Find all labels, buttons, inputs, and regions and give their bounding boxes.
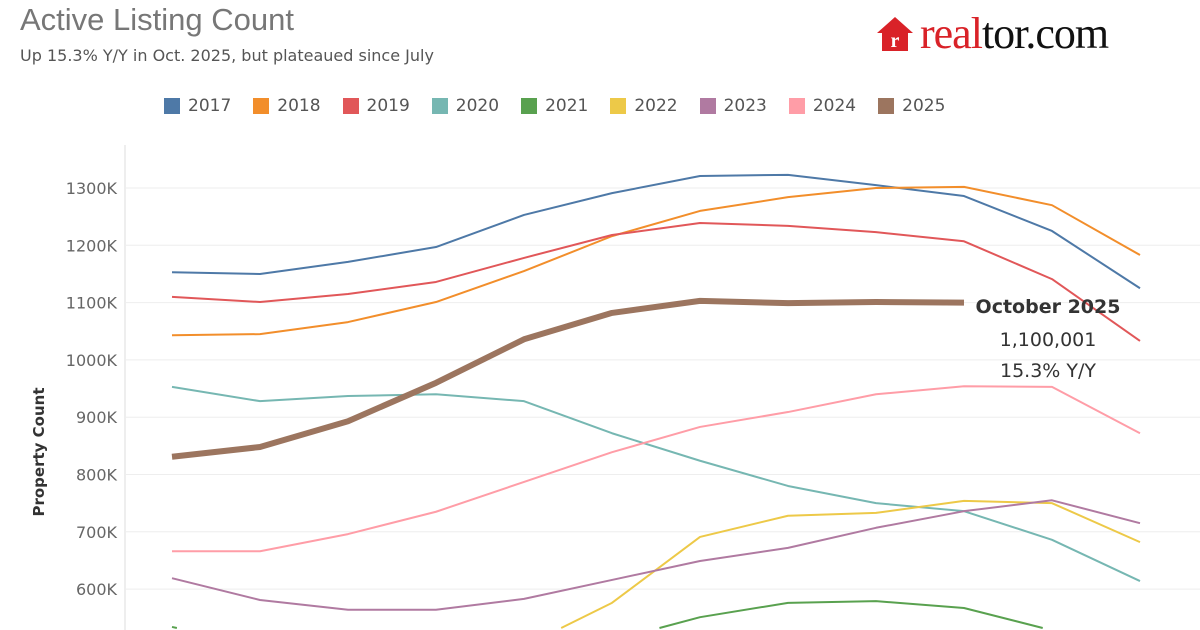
legend-item-2020[interactable]: 2020 [431, 96, 500, 116]
series-line-2017[interactable] [171, 173, 1141, 290]
legend-swatch [164, 98, 180, 114]
y-axis-label: Property Count [30, 387, 48, 516]
legend-item-2018[interactable]: 2018 [253, 96, 321, 116]
legend-label: 2020 [455, 96, 500, 116]
legend-label: 2019 [366, 96, 410, 116]
realtor-logo: r real tor.com [876, 10, 1109, 58]
series-line-2018[interactable] [171, 185, 1141, 337]
legend-swatch [610, 98, 627, 114]
svg-text:r: r [891, 30, 900, 52]
series-line-2019[interactable] [171, 221, 1141, 342]
legend-item-2022[interactable]: 2022 [610, 96, 678, 116]
legend: 2017 2018 2019 2020 2021 2022 2023 2024 2025 [164, 96, 967, 116]
legend-label: 2025 [902, 96, 946, 116]
legend-item-2017[interactable]: 2017 [164, 96, 231, 116]
legend-label: 2021 [545, 96, 589, 116]
legend-label: 2023 [723, 96, 767, 116]
legend-label: 2018 [277, 96, 321, 116]
legend-swatch [253, 98, 270, 114]
legend-swatch [878, 98, 895, 114]
series-line-2024[interactable] [172, 385, 1141, 553]
legend-swatch [342, 98, 359, 114]
legend-swatch [788, 98, 805, 114]
series-line-2023[interactable] [171, 499, 1141, 611]
y-tick-label: 1000K [66, 351, 118, 370]
chart-subtitle: Up 15.3% Y/Y in Oct. 2025, but plateaued… [20, 46, 434, 65]
annotation-change: 15.3% Y/Y [1000, 360, 1096, 382]
annotation-value: 1,100,001 [1000, 329, 1097, 351]
legend-label: 2022 [634, 96, 678, 116]
legend-label: 2024 [812, 96, 857, 116]
house-icon: r [877, 17, 913, 52]
series-line-2021[interactable] [171, 600, 1043, 629]
legend-swatch [521, 98, 538, 114]
y-tick-label: 700K [76, 523, 118, 542]
y-tick-label: 900K [76, 408, 118, 427]
series-line-2022[interactable] [560, 499, 1141, 629]
legend-item-2019[interactable]: 2019 [342, 96, 410, 116]
y-tick-label: 1200K [66, 236, 118, 255]
y-tick-label: 1300K [66, 179, 118, 198]
y-tick-label: 600K [76, 580, 118, 599]
legend-swatch [699, 98, 716, 114]
y-tick-label: 1100K [66, 294, 118, 313]
legend-item-2023[interactable]: 2023 [699, 96, 767, 116]
series-line-2025[interactable] [171, 297, 965, 460]
legend-item-2021[interactable]: 2021 [521, 96, 588, 116]
legend-label: 2017 [188, 96, 232, 116]
legend-item-2025[interactable]: 2025 [878, 96, 945, 116]
y-tick-label: 800K [76, 466, 118, 485]
series-line-2020[interactable] [171, 385, 1141, 582]
legend-swatch [431, 98, 448, 114]
legend-item-2024[interactable]: 2024 [788, 96, 857, 116]
chart-title: Active Listing Count [20, 2, 294, 37]
annotation-title: October 2025 [976, 296, 1121, 318]
